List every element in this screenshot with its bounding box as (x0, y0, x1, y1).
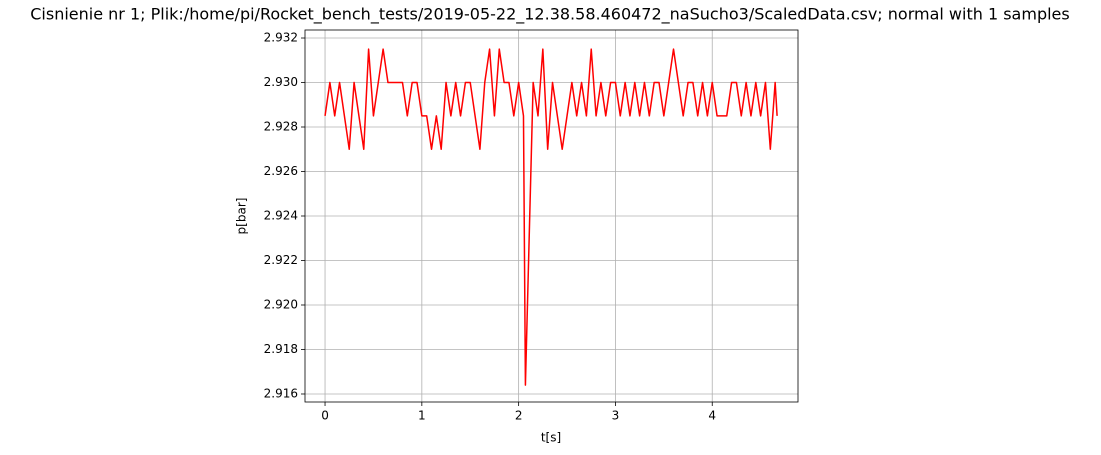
x-tick-label: 0 (321, 409, 329, 423)
y-tick-label: 2.924 (264, 209, 298, 223)
line (324, 48, 778, 386)
x-tick-label: 4 (708, 409, 716, 423)
y-tick-label: 2.926 (264, 164, 298, 178)
x-tick-label: 1 (418, 409, 426, 423)
y-axis-label: p[bar] (235, 198, 249, 235)
x-axis-label: t[s] (541, 431, 561, 445)
x-tick-label: 3 (612, 409, 620, 423)
x-tick-label: 2 (515, 409, 523, 423)
chart-title: Cisnienie nr 1; Plik:/home/pi/Rocket_ben… (30, 5, 1069, 25)
plot-frame (304, 29, 799, 403)
y-tick-label: 2.932 (264, 31, 298, 45)
y-tick-label: 2.920 (264, 297, 298, 311)
y-tick-label: 2.918 (264, 342, 298, 356)
y-tick-label: 2.930 (264, 75, 298, 89)
y-tick-label: 2.922 (264, 253, 298, 267)
y-tick-label: 2.916 (264, 386, 298, 400)
y-tick-label: 2.928 (264, 120, 298, 134)
